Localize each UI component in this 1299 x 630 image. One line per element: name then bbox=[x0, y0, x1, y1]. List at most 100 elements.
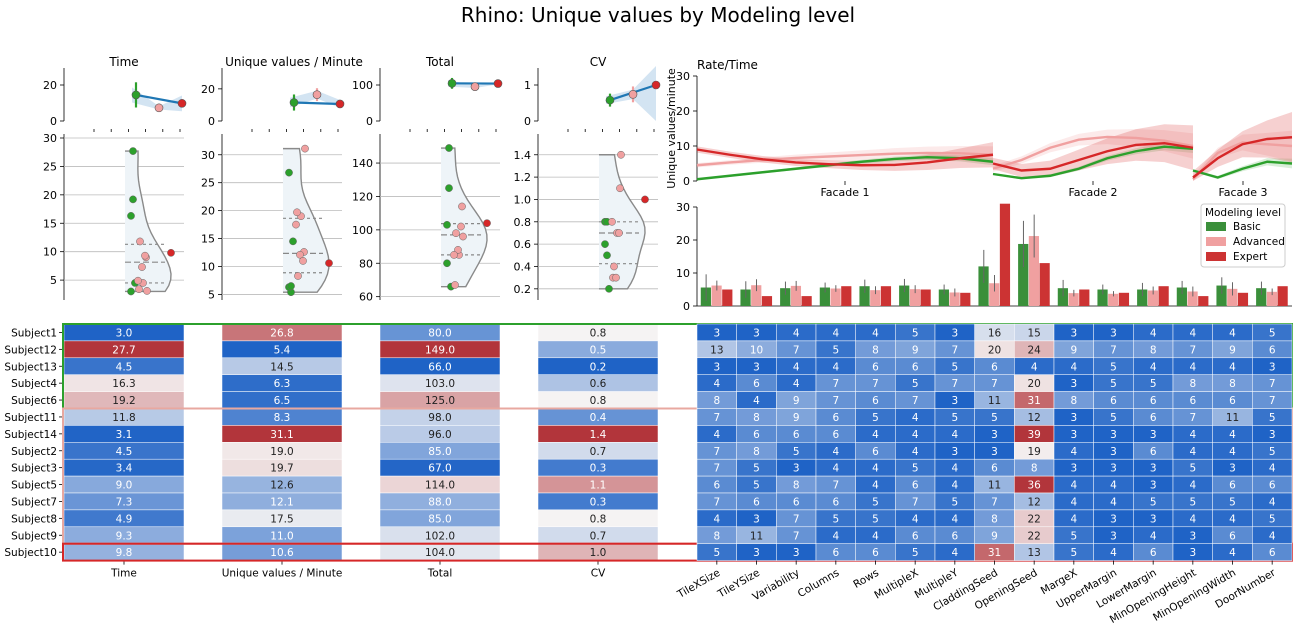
cell-value: 7 bbox=[1189, 344, 1196, 356]
subject-point-basic bbox=[289, 237, 297, 246]
cell-value: 85.0 bbox=[428, 513, 451, 525]
mean-point-basic bbox=[289, 98, 299, 107]
y-tick-label: 20 bbox=[201, 205, 215, 218]
cell-value: 4 bbox=[1229, 429, 1236, 441]
cell-value: 7 bbox=[1110, 344, 1117, 356]
cell-value: 66.0 bbox=[428, 361, 451, 373]
cell-value: 4 bbox=[832, 361, 839, 373]
y-tick-label: 0.4 bbox=[514, 260, 532, 273]
subject-point-advanced bbox=[458, 202, 466, 211]
cell-value: 4 bbox=[793, 327, 800, 339]
cell-value: 85.0 bbox=[428, 446, 451, 458]
column-label: MultipleX bbox=[872, 567, 920, 602]
y-tick-label: 100 bbox=[352, 79, 373, 92]
bar-expert bbox=[1079, 289, 1090, 306]
cell-value: 5 bbox=[832, 344, 839, 356]
cell-value: 9 bbox=[991, 530, 998, 542]
bar-advanced bbox=[1068, 293, 1079, 306]
cell-value: 9.8 bbox=[116, 547, 133, 559]
subject-point-basic bbox=[127, 212, 135, 220]
cell-value: 4 bbox=[1070, 496, 1077, 508]
cell-value: 4 bbox=[1189, 361, 1196, 373]
cell-value: 12.1 bbox=[270, 496, 293, 508]
y-tick-label: 0.2 bbox=[514, 283, 532, 296]
subject-point-expert bbox=[641, 195, 649, 204]
trend-title: Total bbox=[425, 55, 454, 69]
cell-value: 22 bbox=[1027, 513, 1040, 525]
cell-value: 3 bbox=[1269, 429, 1276, 441]
rate-ci-band bbox=[1193, 112, 1292, 181]
cell-value: 7 bbox=[872, 378, 879, 390]
cell-value: 4 bbox=[912, 446, 919, 458]
cell-value: 11.8 bbox=[112, 412, 135, 424]
cell-value: 14.5 bbox=[270, 361, 293, 373]
cell-value: 1.4 bbox=[590, 429, 607, 441]
cell-value: 0.8 bbox=[590, 327, 607, 339]
cell-value: 4 bbox=[1229, 513, 1236, 525]
subject-point-advanced bbox=[143, 287, 151, 295]
bar-advanced bbox=[1227, 288, 1238, 306]
cell-value: 4 bbox=[1189, 480, 1196, 492]
rate-line-basic bbox=[1192, 160, 1293, 179]
cell-value: 3 bbox=[1189, 547, 1196, 559]
cell-value: 11.0 bbox=[270, 530, 293, 542]
cell-value: 4 bbox=[951, 480, 958, 492]
cell-value: 0.3 bbox=[590, 463, 607, 475]
trend-title: Time bbox=[108, 55, 138, 69]
subject-point-expert bbox=[483, 219, 491, 228]
cell-value: 5 bbox=[753, 480, 760, 492]
bar-basic bbox=[780, 288, 791, 306]
column-label: Time bbox=[110, 568, 137, 580]
bar-advanced bbox=[830, 288, 841, 306]
cell-value: 67.0 bbox=[428, 463, 451, 475]
cell-value: 3 bbox=[1229, 463, 1236, 475]
cell-value: 3 bbox=[1269, 361, 1276, 373]
cell-value: 0.4 bbox=[590, 412, 607, 424]
cell-value: 7 bbox=[713, 496, 720, 508]
y-tick-label: 0.6 bbox=[514, 238, 532, 251]
bar-expert bbox=[960, 292, 971, 306]
cell-value: 7 bbox=[713, 446, 720, 458]
cell-value: 3 bbox=[793, 547, 800, 559]
cell-value: 88.0 bbox=[428, 496, 451, 508]
cell-value: 4 bbox=[832, 530, 839, 542]
cell-value: 4.5 bbox=[116, 361, 133, 373]
cell-value: 8 bbox=[1229, 378, 1236, 390]
cell-value: 5 bbox=[912, 378, 919, 390]
cell-value: 13 bbox=[710, 344, 723, 356]
cell-value: 10.6 bbox=[270, 547, 294, 559]
subject-point-basic bbox=[445, 184, 453, 192]
subject-point-advanced bbox=[138, 263, 146, 271]
cell-value: 4 bbox=[1189, 327, 1196, 339]
cell-value: 11 bbox=[988, 395, 1001, 407]
y-tick-label: 120 bbox=[352, 190, 373, 203]
cell-value: 3 bbox=[753, 327, 760, 339]
cell-value: 7 bbox=[832, 378, 839, 390]
cell-value: 5 bbox=[951, 412, 958, 424]
cell-value: 4 bbox=[1150, 361, 1157, 373]
cell-value: 6 bbox=[1150, 547, 1157, 559]
cell-value: 6 bbox=[991, 463, 998, 475]
cell-value: 3.4 bbox=[116, 463, 133, 475]
cell-value: 16 bbox=[988, 327, 1002, 339]
metrics-heatmap: Subject1 3.0 26.8 80.0 0.8 Subject12 27.7 5.4 14… bbox=[4, 323, 1293, 580]
rate-title: Rate/Time bbox=[697, 58, 758, 72]
bar-expert bbox=[920, 289, 931, 306]
cell-value: 6 bbox=[872, 361, 879, 373]
cell-value: 80.0 bbox=[428, 327, 451, 339]
cell-value: 6 bbox=[872, 547, 879, 559]
subject-point-advanced bbox=[301, 144, 309, 153]
cell-value: 4 bbox=[793, 361, 800, 373]
cell-value: 1.0 bbox=[590, 547, 607, 559]
row-label: Subject14 bbox=[4, 429, 57, 441]
y-tick-label: 1.0 bbox=[514, 193, 532, 206]
cell-value: 7 bbox=[793, 530, 800, 542]
trend-subplot: CV 0 1 bbox=[524, 55, 661, 132]
cell-value: 7 bbox=[991, 378, 998, 390]
bar-advanced bbox=[1187, 291, 1198, 306]
y-tick-label: 30 bbox=[676, 201, 690, 214]
cell-value: 5 bbox=[713, 547, 720, 559]
bar-expert bbox=[761, 296, 773, 306]
cell-value: 5 bbox=[793, 446, 800, 458]
cell-value: 7 bbox=[951, 378, 958, 390]
